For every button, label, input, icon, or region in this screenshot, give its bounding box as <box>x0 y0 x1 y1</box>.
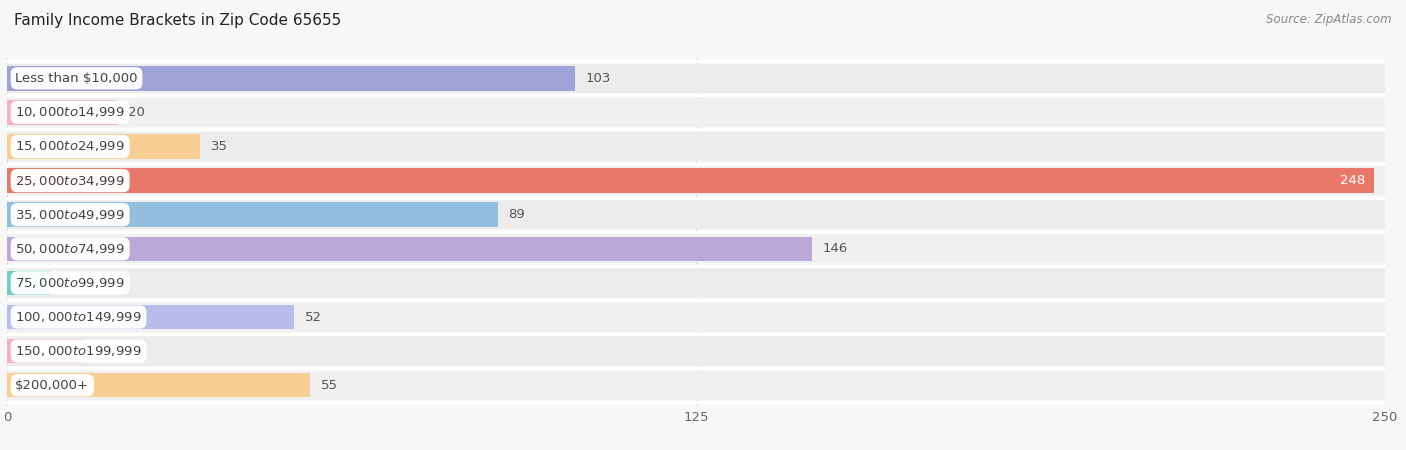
Bar <box>7 202 498 227</box>
Bar <box>7 200 1385 230</box>
Text: 14: 14 <box>96 345 112 358</box>
Text: 8: 8 <box>62 276 70 289</box>
Text: 248: 248 <box>1340 174 1365 187</box>
Bar <box>7 132 1385 161</box>
Bar <box>7 337 1385 366</box>
Text: $150,000 to $199,999: $150,000 to $199,999 <box>15 344 142 358</box>
Text: 55: 55 <box>321 379 339 392</box>
Bar <box>7 134 200 159</box>
Text: Family Income Brackets in Zip Code 65655: Family Income Brackets in Zip Code 65655 <box>14 14 342 28</box>
Text: 35: 35 <box>211 140 228 153</box>
Bar <box>7 166 1385 195</box>
Bar <box>7 339 84 364</box>
Bar <box>7 98 1385 127</box>
Text: $200,000+: $200,000+ <box>15 379 90 392</box>
Bar <box>7 268 1385 297</box>
Text: $10,000 to $14,999: $10,000 to $14,999 <box>15 105 125 119</box>
Bar <box>7 370 1385 400</box>
Text: $75,000 to $99,999: $75,000 to $99,999 <box>15 276 125 290</box>
Text: $35,000 to $49,999: $35,000 to $49,999 <box>15 208 125 222</box>
Bar <box>7 63 1385 93</box>
Bar <box>7 270 51 295</box>
Text: 89: 89 <box>509 208 526 221</box>
Bar <box>7 302 1385 332</box>
Text: Source: ZipAtlas.com: Source: ZipAtlas.com <box>1267 14 1392 27</box>
Bar <box>7 305 294 329</box>
Text: 52: 52 <box>305 310 322 324</box>
Bar <box>7 237 811 261</box>
Text: 20: 20 <box>128 106 145 119</box>
Text: Less than $10,000: Less than $10,000 <box>15 72 138 85</box>
Bar <box>7 168 1374 193</box>
Bar <box>7 373 311 397</box>
Text: 146: 146 <box>823 242 848 255</box>
Text: $15,000 to $24,999: $15,000 to $24,999 <box>15 140 125 153</box>
Bar <box>7 234 1385 263</box>
Text: $50,000 to $74,999: $50,000 to $74,999 <box>15 242 125 256</box>
Text: $25,000 to $34,999: $25,000 to $34,999 <box>15 174 125 188</box>
Text: $100,000 to $149,999: $100,000 to $149,999 <box>15 310 142 324</box>
Bar <box>7 100 117 125</box>
Bar <box>7 66 575 90</box>
Text: 103: 103 <box>586 72 612 85</box>
